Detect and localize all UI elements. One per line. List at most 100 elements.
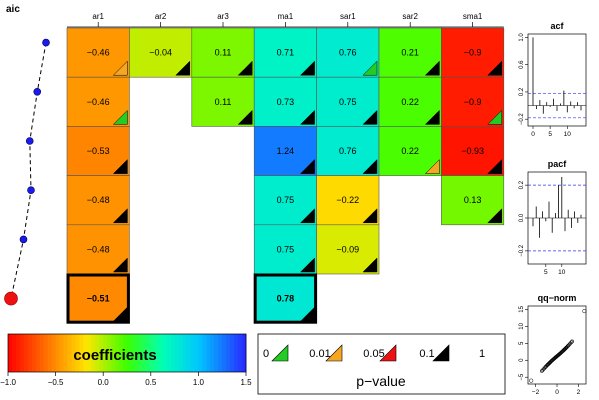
qq-x-tick-label: 0 <box>555 389 559 396</box>
colorbar-tick-label: −1.0 <box>0 378 16 387</box>
cell-value: −0.53 <box>87 146 110 156</box>
p-value-triangle <box>487 158 503 174</box>
colorbar-swatch <box>35 334 41 372</box>
cell-value: 0.78 <box>277 294 295 304</box>
colorbar-swatch <box>15 334 21 372</box>
colorbar-swatch <box>83 334 88 372</box>
cell-fill <box>316 126 380 176</box>
colorbar-swatch <box>234 334 239 372</box>
cell-value: −0.9 <box>464 97 482 107</box>
colorbar-swatch <box>222 334 227 372</box>
p-value-triangle <box>112 158 128 174</box>
colorbar-swatch <box>19 334 25 372</box>
p-value-triangle <box>487 109 503 125</box>
p-value-triangle <box>299 208 315 224</box>
p-value-triangle <box>362 208 378 224</box>
colorbar-swatch <box>8 334 13 372</box>
heatmap-cell-sar1-row4: −0.22 <box>316 175 380 226</box>
cell-fill <box>253 76 317 127</box>
colorbar-swatch <box>210 334 215 372</box>
qq-y-tick-label: 10 <box>519 322 525 329</box>
cell-value: −0.51 <box>87 294 110 304</box>
colorbar-swatch <box>194 334 199 372</box>
cell-fill <box>316 224 380 275</box>
cell-value: −0.22 <box>336 195 359 205</box>
colorbar-swatch <box>75 334 80 372</box>
heatmap-cell-sma1-row4: 0.13 <box>441 175 505 226</box>
heatmap-cell-ar1-row3: −0.53 <box>66 126 130 176</box>
cell-value: 0.22 <box>401 97 419 107</box>
colorbar-swatch <box>158 334 164 372</box>
p-value-triangle <box>362 257 378 273</box>
colorbar-swatch <box>190 334 195 372</box>
colorbar-swatch <box>166 334 172 372</box>
cell-value: −0.9 <box>464 48 482 58</box>
colorbar-tick-label: 0.0 <box>98 378 110 387</box>
heatmap-cell-ma1-row2: 0.73 <box>253 76 317 127</box>
p-value-triangle <box>424 109 440 125</box>
colorbar-swatch <box>23 334 29 372</box>
cell-fill <box>191 76 255 127</box>
cell-value: 1.24 <box>277 146 295 156</box>
colorbar-swatch <box>218 334 223 372</box>
qq-y-tick-label: 15 <box>519 305 525 312</box>
aic-point-row4 <box>27 186 35 194</box>
p-value-break: 1 <box>479 348 485 360</box>
qq-point <box>562 347 566 352</box>
acf-x-tick-label: 0 <box>531 131 535 138</box>
colorbar-swatch <box>39 334 45 372</box>
colorbar-swatch <box>242 334 247 372</box>
heatmap-cell-ar3-row2: 0.11 <box>191 76 255 127</box>
cell-fill <box>253 126 317 176</box>
acf-y-tick-label: 1.0 <box>519 33 525 42</box>
cell-value: −0.09 <box>336 244 359 254</box>
p-value-triangle <box>112 60 128 76</box>
qq-point <box>569 339 574 344</box>
heatmap-cell-ar1-row6: −0.51 <box>66 273 130 324</box>
qq-y-tick-label: 5 <box>519 341 525 345</box>
colorbar-swatch <box>67 334 72 372</box>
panel-title: acf <box>550 21 564 31</box>
p-value-triangle <box>112 208 128 224</box>
colorbar-swatch <box>11 334 17 372</box>
colorbar-swatch <box>71 334 76 372</box>
aic-point-row6 <box>4 291 18 306</box>
coefficient-colorbar: coefficients −1.0 −0.5 0.0 0.5 1.0 1.5 <box>0 333 252 387</box>
cell-value: 0.73 <box>277 97 295 107</box>
heatmap-cell-ar1-row1: −0.46 <box>66 27 130 78</box>
colorbar-swatch <box>47 334 53 372</box>
heatmap-cell-ar1-row2: −0.46 <box>66 76 130 127</box>
pacf-x-tick-label: 5 <box>544 269 548 276</box>
colorbar-swatch <box>79 334 84 372</box>
colorbar-swatch <box>154 334 160 372</box>
cell-fill <box>378 126 442 176</box>
qq-point <box>539 369 544 373</box>
qq-point <box>566 343 571 348</box>
colorbar-swatch <box>95 334 100 372</box>
aic-point-row1 <box>42 38 50 47</box>
colorbar-swatch <box>119 334 124 372</box>
cell-value: 0.76 <box>339 146 357 156</box>
colorbar-tick-label: −0.5 <box>48 378 64 387</box>
qq-y-tick-label: −5 <box>519 373 525 381</box>
colorbar-swatch <box>134 334 140 372</box>
colorbar-title: coefficients <box>73 347 156 364</box>
pacf-y-tick-label: −0.2 <box>519 244 525 257</box>
pacf-y-tick-label: 0.2 <box>519 180 525 189</box>
cell-value: 0.75 <box>339 97 357 107</box>
qq-y-tick-label: 0 <box>519 358 525 362</box>
column-label-ar1: ar1 <box>92 12 104 21</box>
acf-x-tick-label: 5 <box>548 131 552 138</box>
cell-value: 0.75 <box>277 244 295 254</box>
colorbar-frame <box>7 333 247 373</box>
cell-fill <box>253 27 317 78</box>
p-value-triangle <box>175 60 191 76</box>
colorbar-swatch <box>174 334 179 372</box>
p-value-triangle <box>112 257 128 273</box>
colorbar-swatch <box>146 334 152 372</box>
colorbar-swatch <box>91 334 96 372</box>
panel-title: qq−norm <box>538 293 577 303</box>
cell-fill <box>441 175 505 226</box>
p-value-triangle <box>424 158 440 174</box>
heatmap-cell-sma1-row2: −0.9 <box>441 76 505 127</box>
